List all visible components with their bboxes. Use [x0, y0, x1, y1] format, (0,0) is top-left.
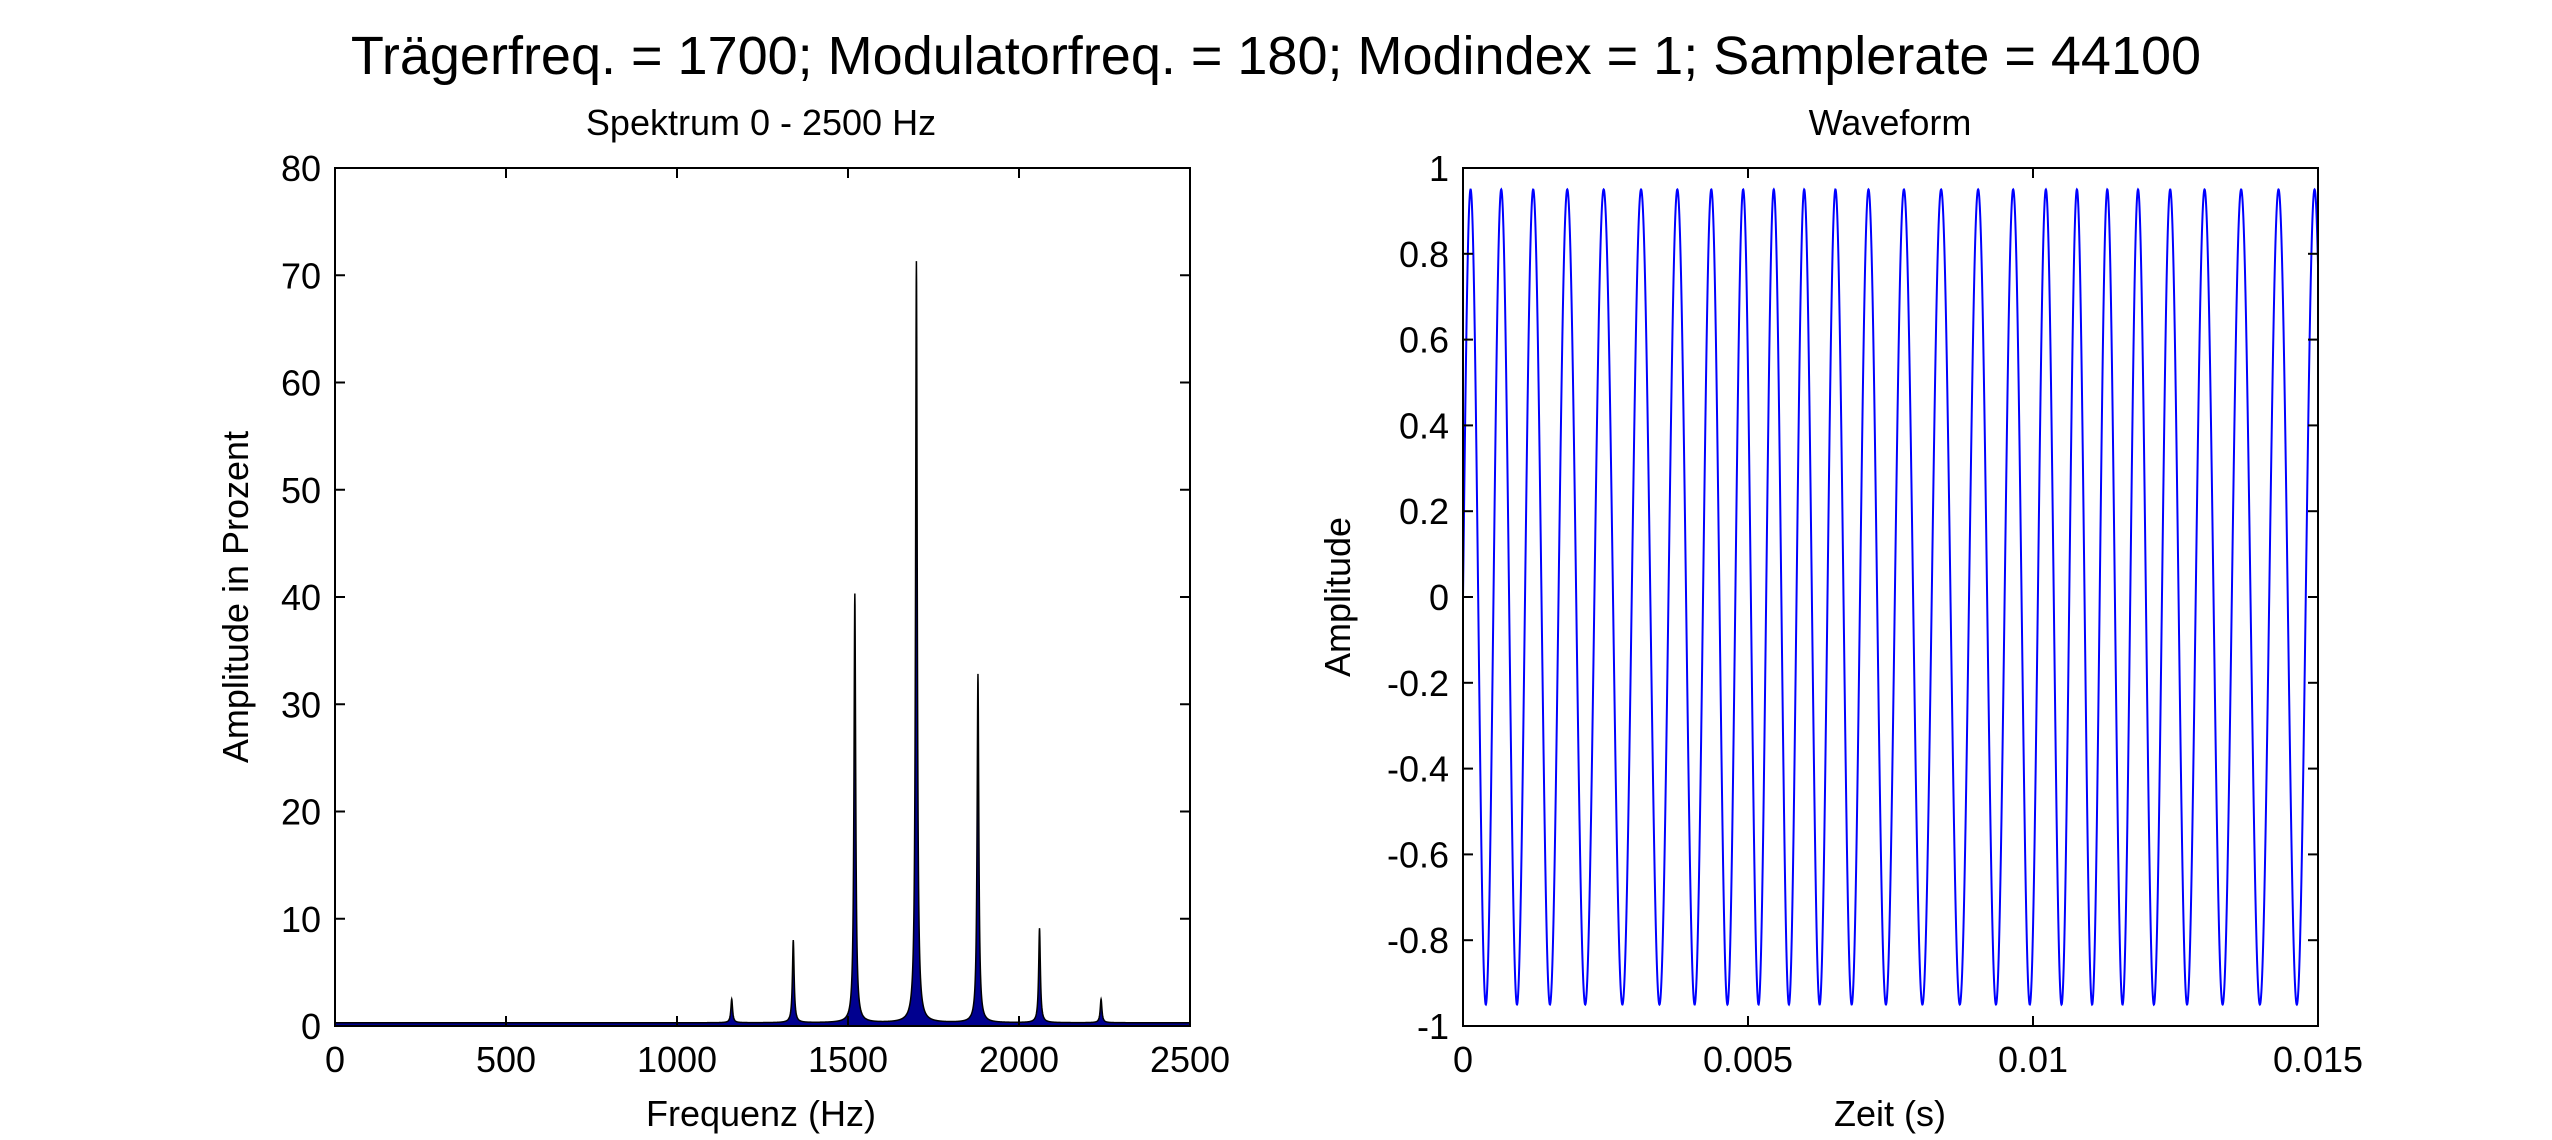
waveform-y-tick-label: -0.4: [1387, 749, 1449, 790]
waveform-x-tick-label: 0: [1453, 1039, 1473, 1080]
spectrum-x-tick-label: 0: [325, 1039, 345, 1080]
waveform-y-axis-label: Amplitude: [1317, 517, 1358, 677]
waveform-x-axis-label: Zeit (s): [1834, 1093, 1946, 1134]
waveform-y-tick-label: 0.8: [1399, 234, 1449, 275]
waveform-y-tick-label: 1: [1429, 148, 1449, 189]
spectrum-y-tick-label: 30: [281, 684, 321, 725]
spectrum-y-tick-label: 40: [281, 577, 321, 618]
spectrum-x-tick-label: 2000: [979, 1039, 1059, 1080]
waveform-y-tick-label: 0.4: [1399, 405, 1449, 446]
spectrum-y-tick-label: 10: [281, 899, 321, 940]
spectrum-y-tick-label: 20: [281, 792, 321, 833]
spectrum-y-axis-label: Amplitude in Prozent: [215, 431, 256, 763]
waveform-x-tick-label: 0.005: [1703, 1039, 1793, 1080]
spectrum-subplot: Spektrum 0 - 2500 Hz 0 500 1000 1500 2000 250…: [215, 102, 1230, 1134]
spectrum-ticks: 0 500 1000 1500 2000 2500 0 10 20 30 40 50 60 70 80: [281, 148, 1230, 1080]
waveform-line-series: [1462, 187, 2319, 1007]
waveform-ticks: 0 0.005 0.01 0.015 -1 -0.8 -0.6 -0.4 -0.2 0 0.2 0.4…: [1387, 148, 2363, 1080]
spectrum-x-tick-label: 500: [476, 1039, 536, 1080]
waveform-y-tick-label: -0.8: [1387, 920, 1449, 961]
spectrum-x-axis-label: Frequenz (Hz): [646, 1093, 876, 1134]
waveform-title: Waveform: [1809, 102, 1972, 143]
spectrum-y-tick-label: 0: [301, 1006, 321, 1047]
waveform-y-tick-label: 0.2: [1399, 491, 1449, 532]
waveform-subplot: Waveform 0 0.005 0.01 0.015 -1 -0.8 -0.6 -0.4 -0…: [1317, 102, 2363, 1134]
waveform-x-tick-label: 0.01: [1998, 1039, 2068, 1080]
spectrum-x-tick-label: 2500: [1150, 1039, 1230, 1080]
spectrum-area-series: [334, 261, 1191, 1027]
waveform-y-tick-label: -1: [1417, 1006, 1449, 1047]
spectrum-y-tick-label: 50: [281, 470, 321, 511]
spectrum-y-tick-label: 80: [281, 148, 321, 189]
waveform-y-tick-label: -0.2: [1387, 663, 1449, 704]
spectrum-y-tick-label: 60: [281, 363, 321, 404]
spectrum-x-tick-label: 1000: [637, 1039, 717, 1080]
waveform-y-tick-label: 0: [1429, 577, 1449, 618]
spectrum-title: Spektrum 0 - 2500 Hz: [586, 102, 936, 143]
figure-suptitle: Trägerfreq. = 1700; Modulatorfreq. = 180…: [351, 26, 2201, 86]
waveform-y-tick-label: 0.6: [1399, 320, 1449, 361]
waveform-y-tick-label: -0.6: [1387, 834, 1449, 875]
spectrum-axes-box: [334, 167, 1191, 1027]
spectrum-y-tick-label: 70: [281, 255, 321, 296]
waveform-x-tick-label: 0.015: [2273, 1039, 2363, 1080]
spectrum-x-tick-label: 1500: [808, 1039, 888, 1080]
